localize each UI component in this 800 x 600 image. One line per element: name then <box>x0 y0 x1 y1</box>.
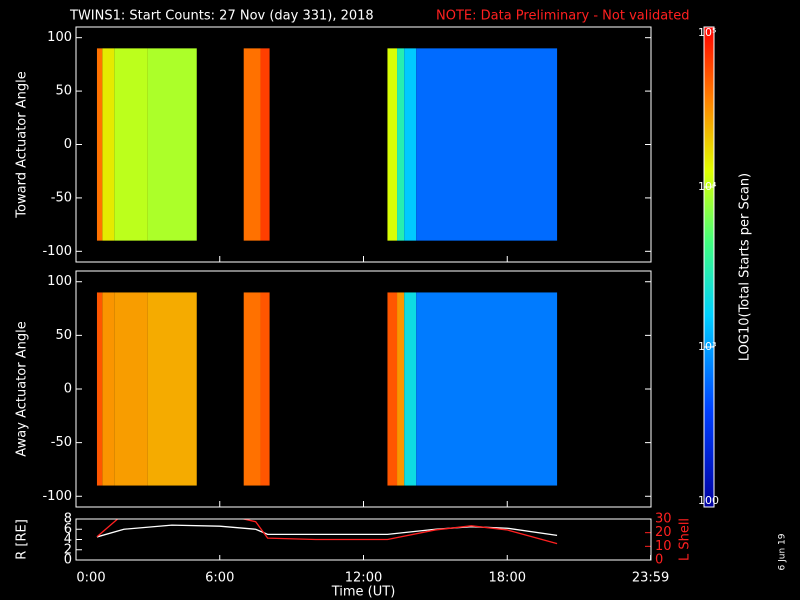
y2-tick-label: 10 <box>655 539 672 554</box>
line-series <box>96 519 558 545</box>
y2-axis-label: L Shell <box>678 518 693 561</box>
panel-frame <box>75 518 652 561</box>
y-axis-label: R [RE] <box>15 519 30 560</box>
heatmap-cell <box>397 292 405 486</box>
heatmap-cell <box>387 48 398 241</box>
x-tick-label: 18:00 <box>489 571 526 586</box>
panel-frame <box>75 270 652 508</box>
heatmap-cell <box>114 292 148 486</box>
y-tick-label: 100 <box>47 274 72 289</box>
heatmap-cell <box>404 292 417 486</box>
y-tick-label: 0 <box>64 553 72 568</box>
x-tick-label: 0:00 <box>76 571 105 586</box>
y2-tick-label: 0 <box>655 553 663 568</box>
y-tick-label: -100 <box>42 244 72 259</box>
heatmap-cell <box>114 48 148 241</box>
colorbar <box>703 26 715 508</box>
colorbar-tick-label: 10⁵ <box>698 26 716 39</box>
heatmap-cell <box>102 48 115 241</box>
y-tick-label: 8 <box>64 512 72 527</box>
y-axis-label: Toward Actuator Angle <box>15 71 30 218</box>
chart-title: TWINS1: Start Counts: 27 Nov (day 331), … <box>69 9 374 24</box>
heatmap-cell <box>260 48 270 241</box>
heatmap-cell <box>387 292 398 486</box>
heatmap-cell <box>404 48 417 241</box>
heatmap-cell <box>416 48 558 241</box>
heatmap-cell <box>147 48 197 241</box>
y2-tick-label: 20 <box>655 525 672 540</box>
x-axis-label: Time (UT) <box>331 585 396 600</box>
colorbar-tick-label: 10³ <box>698 340 716 353</box>
y-tick-label: 2 <box>64 542 72 557</box>
heatmap-cell <box>416 292 558 486</box>
y-tick-label: -50 <box>51 190 72 205</box>
y-tick-label: 0 <box>64 137 72 152</box>
y-tick-label: 100 <box>47 30 72 45</box>
side-text: 6 Jun 19 <box>778 533 788 570</box>
heatmap-cell <box>260 292 270 486</box>
y2-tick-label: 30 <box>655 512 672 527</box>
y-tick-label: 50 <box>55 328 72 343</box>
heatmap-cell <box>397 48 405 241</box>
y-tick-label: 50 <box>55 84 72 99</box>
heatmap-cell <box>102 292 115 486</box>
heatmap-cell <box>147 292 197 486</box>
x-tick-label: 6:00 <box>205 571 234 586</box>
colorbar-label: LOG10(Total Starts per Scan) <box>738 173 753 361</box>
heatmap-cell <box>96 292 103 486</box>
colorbar-tick-label: 100 <box>698 494 719 507</box>
colorbar-tick-label: 10⁴ <box>698 180 717 193</box>
heatmap-cell <box>243 292 261 486</box>
y-tick-label: 0 <box>64 382 72 397</box>
x-tick-label: 12:00 <box>345 571 382 586</box>
note: NOTE: Data Preliminary - Not validated <box>436 9 690 24</box>
y-axis-label: Away Actuator Angle <box>15 321 30 456</box>
plot-area <box>96 519 558 545</box>
heatmap-cell <box>96 48 103 241</box>
y-tick-label: 6 <box>64 522 72 537</box>
x-tick-label: 23:59 <box>632 571 669 586</box>
y-tick-label: 4 <box>64 532 72 547</box>
y-tick-label: -100 <box>42 489 72 504</box>
heatmap-cell <box>243 48 261 241</box>
panel-frame <box>75 26 652 263</box>
y-tick-label: -50 <box>51 435 72 450</box>
